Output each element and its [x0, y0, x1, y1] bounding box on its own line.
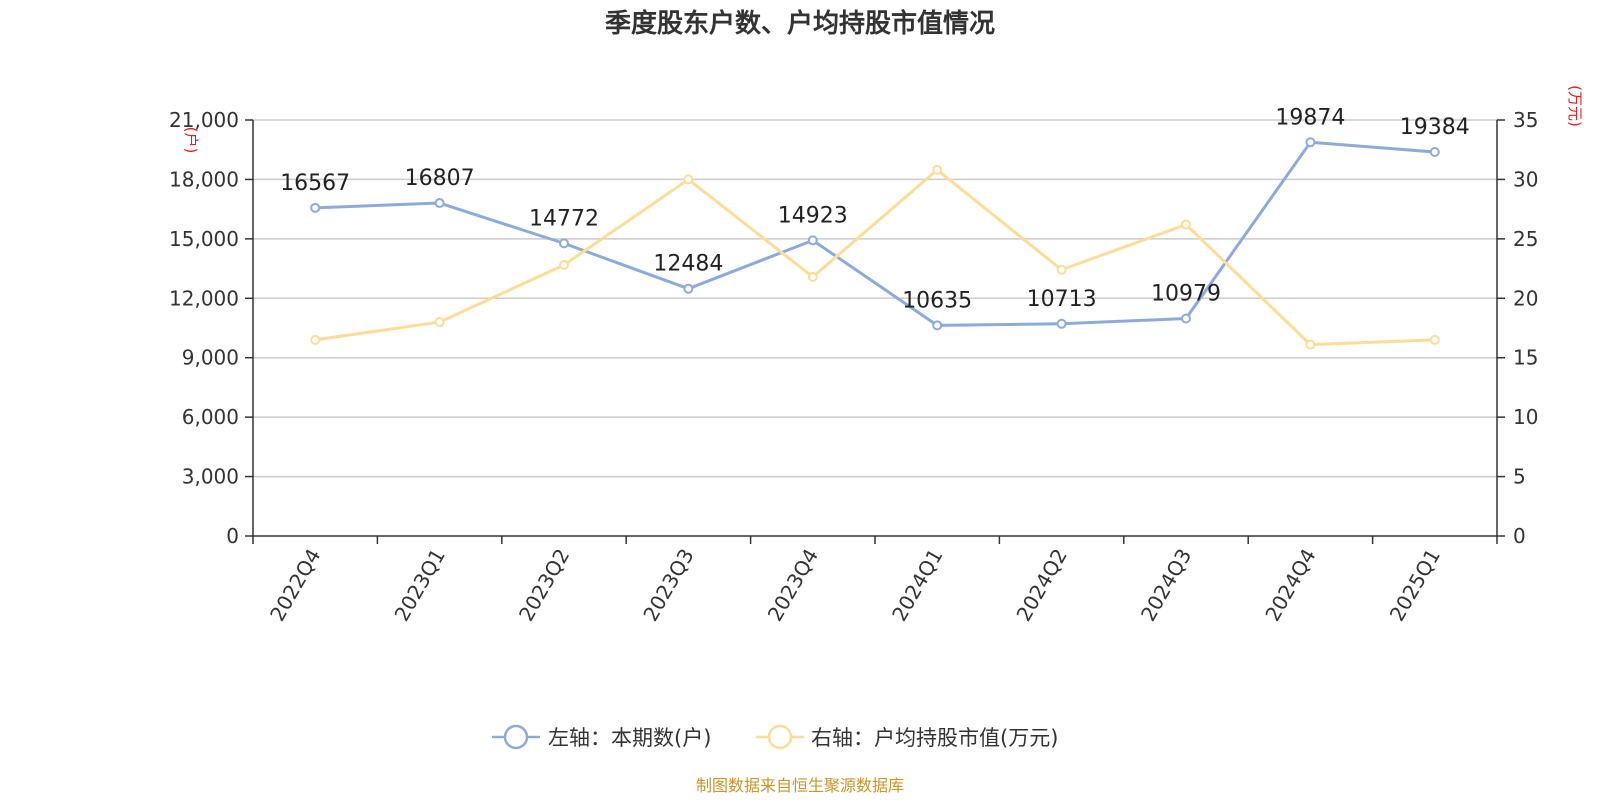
data-point [1305, 339, 1316, 350]
x-tick-label: 2024Q2 [1011, 545, 1071, 626]
x-tick-label: 2022Q4 [265, 545, 325, 626]
left-tick-label: 12,000 [169, 286, 239, 310]
data-point [1181, 219, 1191, 230]
left-tick-label: 9,000 [182, 346, 239, 370]
left-tick-label: 3,000 [182, 465, 239, 489]
grid-lines [253, 119, 1497, 478]
x-tick-label: 2023Q1 [389, 545, 449, 626]
data-label: 10635 [902, 288, 972, 313]
data-point [683, 174, 694, 185]
series-line-holders [315, 140, 1435, 327]
x-tick-label: 2024Q3 [1136, 545, 1196, 626]
data-point [1305, 137, 1316, 148]
x-tick-label: 2023Q3 [638, 545, 698, 626]
left-tick-label: 0 [226, 524, 239, 548]
data-point [1056, 264, 1067, 275]
left-tick-label: 18,000 [169, 167, 239, 191]
data-point [1056, 318, 1067, 329]
data-point [1429, 147, 1440, 158]
data-point [559, 260, 569, 271]
left-tick-label: 21,000 [169, 108, 239, 132]
left-tick-label: 15,000 [169, 227, 239, 251]
legend-marker [503, 724, 529, 750]
data-label: 10979 [1151, 282, 1221, 307]
right-tick-label: 15 [1513, 346, 1538, 370]
data-point [807, 271, 818, 282]
right-tick-label: 25 [1513, 227, 1538, 251]
right-tick-label: 10 [1513, 405, 1538, 429]
data-point [932, 164, 943, 175]
source-note: 制图数据来自恒生聚源数据库 [696, 776, 904, 795]
data-point [310, 202, 321, 213]
x-axis-ticks: 2022Q4 2023Q1 2023Q2 2023Q3 2023Q4 2024Q1 2024… [252, 536, 1498, 626]
data-label: 19874 [1275, 105, 1345, 130]
legend-marker [767, 724, 793, 750]
data-label: 16807 [405, 166, 475, 191]
data-point [1181, 313, 1191, 324]
legend-label: 右轴：户均持股市值(万元) [811, 726, 1058, 750]
data-point [683, 283, 694, 294]
right-axis-ticks: 0 5 10 15 20 25 30 35 [1497, 108, 1538, 548]
data-point [559, 238, 569, 249]
data-point [434, 198, 445, 209]
left-tick-label: 6,000 [182, 405, 239, 429]
x-tick-label: 2025Q1 [1385, 545, 1445, 626]
right-tick-label: 20 [1513, 286, 1538, 310]
data-label: 19384 [1400, 115, 1470, 140]
data-point [932, 320, 943, 331]
data-point [434, 317, 445, 328]
x-tick-label: 2024Q4 [1260, 545, 1320, 626]
series-points [310, 137, 1440, 350]
data-label: 14923 [778, 203, 848, 228]
data-label: 12484 [653, 252, 723, 277]
left-axis-unit: (户) [182, 127, 200, 154]
left-axis-ticks: 0 3,000 6,000 9,000 12,000 15,000 18,000 21,000 [169, 108, 253, 548]
x-tick-label: 2023Q4 [763, 545, 823, 626]
series-line-avg-value [314, 168, 1435, 347]
data-label: 16567 [280, 171, 350, 196]
right-tick-label: 30 [1513, 167, 1538, 191]
data-label: 14772 [529, 206, 599, 231]
data-point [310, 334, 321, 345]
data-labels: 16567 16807 14772 12484 14923 10635 10713 10979… [280, 105, 1470, 313]
series-lines [314, 140, 1435, 347]
right-tick-label: 5 [1513, 465, 1526, 489]
right-tick-label: 0 [1513, 524, 1526, 548]
legend: 左轴：本期数(户) 右轴：户均持股市值(万元) [492, 724, 1058, 750]
data-label: 10713 [1027, 287, 1097, 312]
chart-title: 季度股东户数、户均持股市值情况 [605, 8, 995, 39]
right-axis-unit: (万元) [1566, 85, 1584, 127]
data-point [1429, 334, 1440, 345]
x-tick-label: 2023Q2 [514, 545, 574, 626]
data-point [807, 235, 818, 246]
x-tick-label: 2024Q1 [887, 545, 947, 626]
legend-label: 左轴：本期数(户) [548, 726, 711, 750]
right-tick-label: 35 [1513, 108, 1538, 132]
